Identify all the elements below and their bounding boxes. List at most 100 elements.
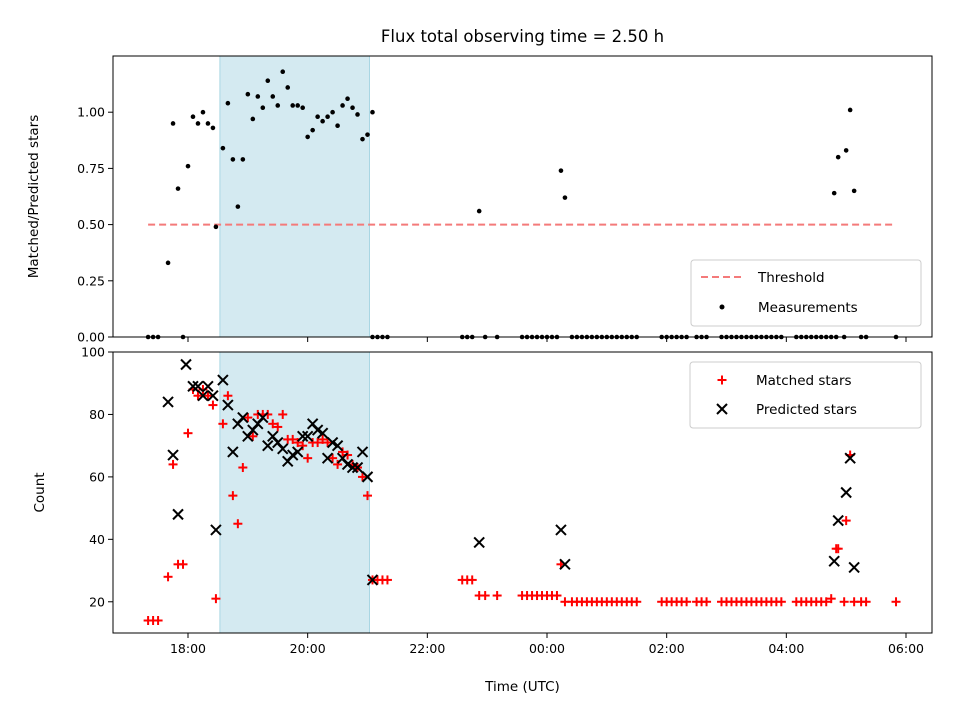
matched-stars-point bbox=[223, 391, 233, 401]
measurement-point bbox=[360, 136, 365, 142]
matched-stars-point bbox=[153, 616, 163, 626]
shaded-interval bbox=[219, 55, 370, 338]
predicted-stars-point bbox=[210, 524, 222, 536]
predicted-stars-point bbox=[366, 574, 379, 586]
measurement-point bbox=[265, 78, 271, 84]
star-count-panel: 18:00 20:00 22:00 00:00 02:00 04:00 06:00 20 40 6… bbox=[32, 345, 933, 695]
matched-stars-point bbox=[318, 434, 328, 444]
predicted-stars-point bbox=[840, 486, 852, 499]
matched-stars-point bbox=[861, 597, 871, 607]
measurement-point bbox=[275, 103, 281, 108]
predicted-stars-point bbox=[237, 411, 249, 424]
matched-stars-point bbox=[193, 391, 203, 401]
matched-stars-point bbox=[821, 597, 831, 607]
matched-stars-point bbox=[776, 597, 786, 607]
predicted-stars-point bbox=[167, 449, 179, 461]
measurement-point bbox=[240, 157, 246, 162]
matched-stars-point bbox=[243, 413, 253, 423]
predicted-legend-swatch bbox=[716, 403, 728, 415]
matched-stars-point bbox=[288, 434, 298, 444]
measurement-point bbox=[225, 100, 231, 106]
measurement-point bbox=[350, 105, 355, 111]
matched-stars-point bbox=[328, 453, 338, 463]
measurement-point bbox=[280, 69, 286, 75]
predicted-stars-point bbox=[287, 449, 299, 461]
measurement-point bbox=[300, 105, 305, 111]
measurement-point bbox=[270, 94, 276, 99]
predicted-stars-point bbox=[351, 461, 364, 474]
y-tick-label: 0.25 bbox=[77, 273, 105, 288]
x-axis-label: Time (UTC) bbox=[484, 679, 560, 695]
matched-stars-point bbox=[839, 597, 849, 607]
y-tick-label: 40 bbox=[89, 532, 105, 547]
y-tick-label: 80 bbox=[89, 407, 105, 422]
x-tick-label: 00:00 bbox=[529, 641, 565, 656]
measurement-point bbox=[185, 163, 191, 169]
x-tick-label: 06:00 bbox=[888, 641, 924, 656]
matched-stars-point bbox=[228, 491, 238, 501]
measurement-point bbox=[250, 116, 256, 122]
predicted-stars-point bbox=[277, 443, 289, 455]
measurement-point bbox=[370, 109, 375, 115]
matched-stars-point bbox=[278, 409, 288, 419]
predicted-stars-point bbox=[331, 439, 344, 452]
predicted-stars-point bbox=[346, 461, 359, 474]
matched-stars-point bbox=[163, 572, 173, 582]
predicted-stars-point bbox=[361, 471, 374, 483]
x-tick-label: 22:00 bbox=[409, 641, 445, 656]
measurement-point bbox=[195, 121, 201, 126]
y-tick-label: 60 bbox=[89, 469, 105, 484]
x-tick-label: 02:00 bbox=[649, 641, 685, 656]
measurement-point bbox=[315, 114, 320, 119]
legend-plus-marker bbox=[717, 375, 727, 385]
measurement-point bbox=[558, 168, 564, 173]
matched-stars-point bbox=[248, 431, 258, 441]
measurement-point bbox=[255, 94, 261, 99]
predicted-stars-point bbox=[341, 458, 354, 471]
predicted-stars-point bbox=[848, 561, 860, 574]
measurement-point bbox=[847, 107, 853, 113]
measurement-point bbox=[205, 121, 211, 126]
matched-stars-point bbox=[358, 472, 368, 482]
y-tick-label: 0.00 bbox=[77, 330, 105, 345]
measurement-point bbox=[235, 204, 241, 209]
measurement-point bbox=[175, 186, 181, 191]
measurement-point bbox=[285, 85, 291, 90]
measurement-point bbox=[230, 157, 236, 162]
matched-stars-point bbox=[467, 575, 477, 585]
predicted-stars-point bbox=[197, 390, 209, 402]
matched-stars-point bbox=[238, 463, 248, 473]
predicted-stars-point bbox=[356, 446, 369, 458]
measurement-point bbox=[345, 96, 350, 102]
measurement-point bbox=[355, 112, 360, 117]
flux-ratio-panel: 0.00 0.25 0.50 0.75 1.00 Flux total observin… bbox=[26, 27, 933, 345]
measurement-point bbox=[831, 190, 837, 196]
matched-stars-point bbox=[303, 453, 313, 463]
matched-stars-point bbox=[211, 594, 221, 604]
y-axis-label: Matched/Predicted stars bbox=[26, 115, 42, 278]
matched-legend-swatch bbox=[717, 375, 727, 385]
matched-stars-point bbox=[833, 544, 843, 554]
predicted-stars-point bbox=[227, 446, 239, 458]
matched-stars-point bbox=[363, 491, 372, 501]
matched-stars-point bbox=[293, 438, 303, 448]
measurement-point bbox=[330, 109, 335, 115]
measurement-point bbox=[476, 208, 482, 214]
predicted-stars-point bbox=[291, 446, 304, 458]
y-tick-label: 20 bbox=[89, 594, 105, 609]
matched-stars-point bbox=[682, 597, 692, 607]
matched-stars-point bbox=[492, 591, 502, 601]
y-axis-label: Count bbox=[32, 472, 48, 512]
legend-x-marker bbox=[716, 403, 728, 415]
plot-frame bbox=[112, 351, 933, 634]
matched-stars-point bbox=[208, 400, 218, 410]
matched-stars-point bbox=[841, 516, 851, 526]
measurement-point bbox=[165, 260, 171, 266]
matched-stars-point bbox=[338, 447, 348, 457]
y-tick-label: 0.75 bbox=[77, 161, 105, 176]
y-tick-label: 100 bbox=[81, 345, 105, 360]
predicted-stars-point bbox=[217, 374, 229, 386]
legend-measurements-label: Measurements bbox=[758, 300, 858, 316]
measurement-point bbox=[220, 145, 226, 151]
